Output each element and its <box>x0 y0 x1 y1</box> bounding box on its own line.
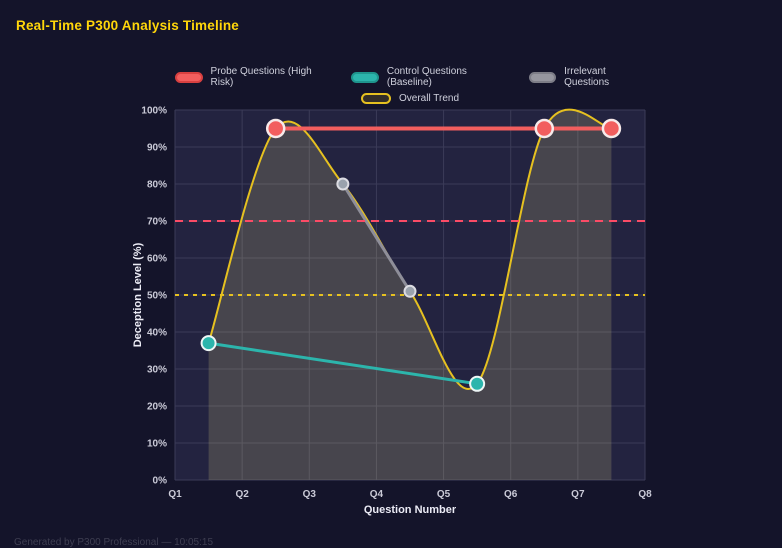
y-tick-label: 90% <box>147 143 167 154</box>
page-title: Real-Time P300 Analysis Timeline <box>16 18 240 33</box>
legend-swatch <box>351 71 379 83</box>
y-tick-label: 80% <box>147 180 167 191</box>
control-questions-baseline-line <box>207 341 479 386</box>
y-axis-title: Deception Level (%) <box>132 242 144 347</box>
x-tick-label: Q1 <box>168 489 182 500</box>
y-tick-label: 0% <box>153 476 168 487</box>
legend-item-control-questions-baseline[interactable]: Control Questions (Baseline) <box>351 66 502 88</box>
y-tick-label: 40% <box>147 328 167 339</box>
chart-legend: Probe Questions (High Risk) Control Quest… <box>175 66 645 104</box>
y-tick-label: 100% <box>141 106 167 117</box>
legend-row: Overall Trend <box>360 93 460 104</box>
legend-item-probe-questions-high-risk[interactable]: Probe Questions (High Risk) <box>175 66 325 88</box>
x-tick-label: Q2 <box>235 489 249 500</box>
irrelevant-questions-point[interactable] <box>403 284 417 298</box>
irrelevant-questions-point[interactable] <box>336 177 350 191</box>
probe-questions-high-risk-point[interactable] <box>265 118 286 139</box>
control-questions-baseline-point[interactable] <box>469 375 486 392</box>
legend-label: Overall Trend <box>398 93 460 104</box>
y-tick-label: 70% <box>147 217 167 228</box>
legend-row: Probe Questions (High Risk) Control Quest… <box>175 66 645 88</box>
x-tick-label: Q7 <box>571 489 585 500</box>
y-tick-label: 60% <box>147 254 167 265</box>
legend-item-overall-trend[interactable]: Overall Trend <box>360 93 460 104</box>
y-tick-label: 30% <box>147 365 167 376</box>
legend-item-irrelevant-questions[interactable]: Irrelevant Questions <box>528 66 645 88</box>
footer-status: Generated by P300 Professional — 10:05:1… <box>14 537 214 548</box>
x-tick-label: Q6 <box>504 489 518 500</box>
legend-label: Irrelevant Questions <box>564 66 610 88</box>
y-tick-label: 50% <box>147 291 167 302</box>
x-axis-title: Question Number <box>364 504 457 516</box>
x-tick-label: Q8 <box>638 489 652 500</box>
probe-questions-high-risk-point[interactable] <box>534 118 555 139</box>
y-tick-label: 10% <box>147 439 167 450</box>
legend-swatch <box>528 71 557 83</box>
x-tick-label: Q4 <box>370 489 384 500</box>
legend-swatch <box>175 71 203 83</box>
probe-questions-high-risk-point[interactable] <box>601 118 622 139</box>
x-tick-label: Q3 <box>303 489 317 500</box>
y-tick-label: 20% <box>147 402 167 413</box>
legend-label: Control Questions (Baseline) <box>386 66 467 88</box>
legend-swatch <box>360 93 391 104</box>
legend-label: Probe Questions (High Risk) <box>210 66 312 88</box>
x-tick-label: Q5 <box>437 489 451 500</box>
control-questions-baseline-point[interactable] <box>200 335 217 352</box>
irrelevant-questions-line <box>341 182 412 293</box>
